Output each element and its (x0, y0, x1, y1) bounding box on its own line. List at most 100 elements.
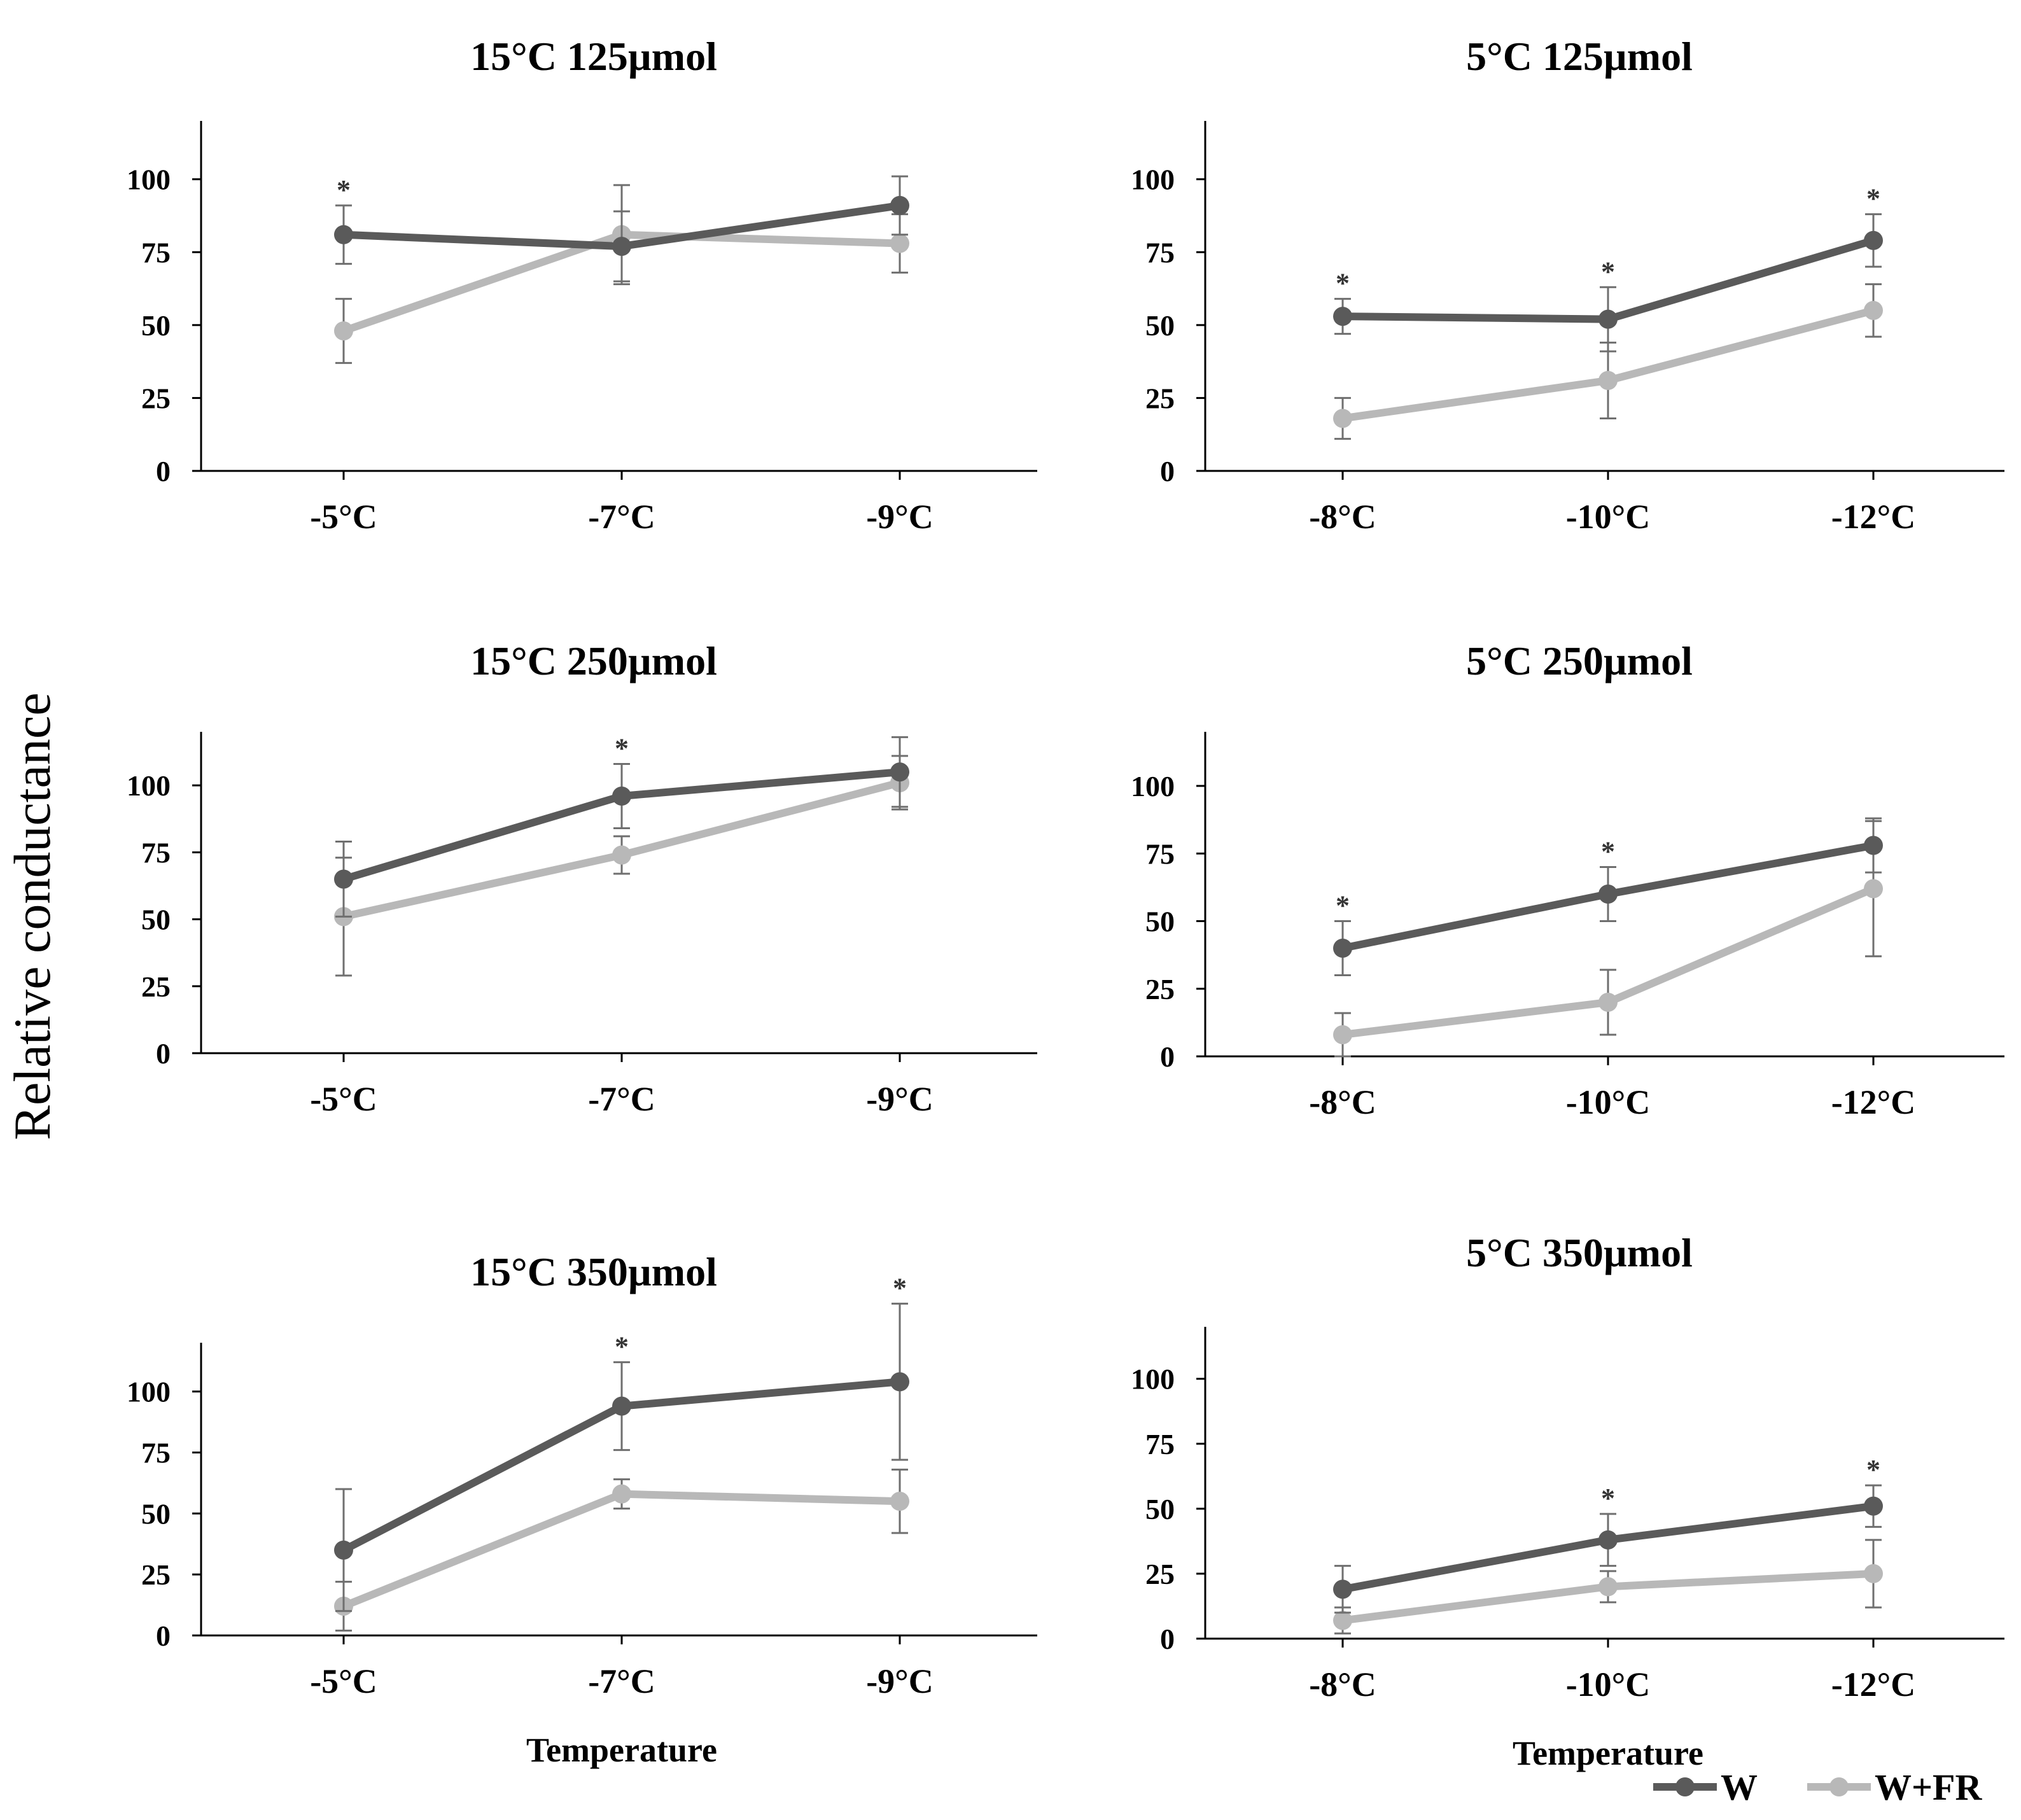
y-tick-label: 50 (141, 1497, 171, 1530)
series-w (1333, 1484, 1883, 1614)
y-tick-label: 25 (141, 1558, 171, 1591)
x-tick-label: -10°C (1566, 498, 1651, 536)
x-tick-label: -7°C (588, 1080, 655, 1118)
significance-star: * (337, 174, 351, 206)
data-point (1598, 370, 1618, 390)
data-point (1598, 309, 1618, 329)
data-point (1864, 1564, 1883, 1583)
data-point (890, 762, 909, 782)
x-axis-label: Temperature (1513, 1734, 1703, 1772)
series-w-fr (1333, 1539, 1883, 1635)
data-point (890, 1372, 909, 1392)
y-tick-label: 0 (1160, 455, 1175, 487)
chart-panel-1: 15°C 125µmol 0 25 50 75 100 -5°C -7°C -9°C * (127, 34, 1037, 536)
x-tick-label: -12°C (1831, 498, 1916, 536)
chart-panel-2: 5°C 125µmol 0 25 50 75 100 -8°C -10°C -12°C * * * (1131, 34, 2004, 536)
x-tick-label: -8°C (1309, 1083, 1376, 1121)
legend-swatch-marker (1829, 1777, 1849, 1796)
x-tick-label: -9°C (866, 1080, 934, 1118)
data-point (1333, 939, 1352, 958)
data-point (1333, 307, 1352, 326)
x-tick-label: -5°C (310, 1662, 377, 1700)
chart-panel-6: 5°C 350µmol 0 25 50 75 100 -8°C -10°C -12°C Tempe… (1131, 1230, 2004, 1772)
y-tick-label: 50 (1145, 309, 1175, 342)
x-tick-label: -5°C (310, 498, 377, 536)
series-w (334, 736, 909, 918)
y-tick-label: 100 (127, 769, 171, 802)
y-tick-label: 25 (141, 382, 171, 414)
data-point (1333, 1025, 1352, 1044)
y-tick-label: 75 (1145, 236, 1175, 269)
data-point (890, 1492, 909, 1511)
legend-label: W (1721, 1767, 1758, 1808)
y-tick-label: 75 (141, 1437, 171, 1469)
chart-title: 15°C 125µmol (470, 34, 717, 79)
data-point (612, 845, 631, 865)
chart-panel-5: 15°C 350µmol 0 25 50 75 100 -5°C -7°C -9°C Temper… (127, 1249, 1037, 1769)
x-tick-label: -5°C (310, 1080, 377, 1118)
y-tick-label: 50 (141, 309, 171, 342)
series-w (334, 1303, 909, 1613)
chart-title: 5°C 125µmol (1466, 34, 1693, 79)
y-tick-label: 0 (156, 455, 171, 487)
y-tick-label: 50 (1145, 1493, 1175, 1525)
data-point (334, 225, 353, 244)
legend-item-w: W (1653, 1767, 1758, 1808)
data-point (612, 237, 631, 256)
y-tick-label: 100 (127, 1376, 171, 1408)
y-tick-label: 75 (1145, 1428, 1175, 1460)
legend: W W+FR (1653, 1767, 1982, 1808)
y-tick-label: 100 (1131, 770, 1175, 802)
significance-star: * (893, 1273, 907, 1304)
y-tick-label: 50 (1145, 906, 1175, 938)
y-tick-label: 0 (156, 1037, 171, 1070)
data-point (1333, 1611, 1352, 1630)
x-axis-label: Temperature (526, 1731, 717, 1769)
data-point (1598, 885, 1618, 904)
x-tick-label: -8°C (1309, 1665, 1376, 1704)
x-tick-label: -9°C (866, 1662, 934, 1700)
panels: 15°C 125µmol 0 25 50 75 100 -5°C -7°C -9°C * 5°C 1… (127, 34, 2004, 1772)
legend-swatch-marker (1675, 1777, 1695, 1796)
data-point (1864, 300, 1883, 320)
y-tick-label: 100 (127, 164, 171, 196)
significance-star: * (615, 1331, 629, 1362)
series-w-fr (1333, 283, 1883, 440)
y-tick-label: 25 (1145, 1558, 1175, 1590)
x-tick-label: -12°C (1831, 1665, 1916, 1704)
data-point (1598, 1530, 1618, 1550)
legend-label: W+FR (1875, 1767, 1982, 1808)
series-w (334, 175, 909, 283)
data-point (1598, 993, 1618, 1012)
data-point (1864, 1496, 1883, 1516)
y-tick-label: 25 (1145, 973, 1175, 1005)
y-tick-label: 25 (141, 970, 171, 1003)
series-w-fr (334, 1468, 909, 1632)
chart-panel-3: 15°C 250µmol 0 25 50 75 100 -5°C -7°C -9°C * (127, 638, 1037, 1118)
data-point (1864, 836, 1883, 855)
data-point (334, 321, 353, 340)
data-point (890, 195, 909, 215)
series-w (1333, 817, 1883, 976)
x-tick-label: -7°C (588, 1662, 655, 1700)
y-tick-label: 0 (1160, 1623, 1175, 1655)
significance-star: * (615, 733, 629, 764)
y-tick-label: 25 (1145, 382, 1175, 414)
x-tick-label: -7°C (588, 498, 655, 536)
y-tick-label: 50 (141, 904, 171, 936)
y-tick-label: 75 (141, 236, 171, 269)
chart-title: 15°C 350µmol (470, 1249, 717, 1294)
y-tick-label: 0 (1160, 1040, 1175, 1073)
chart-title: 5°C 250µmol (1466, 638, 1693, 683)
significance-star: * (1336, 268, 1350, 299)
data-point (612, 787, 631, 806)
significance-star: * (1866, 183, 1880, 214)
data-point (890, 234, 909, 253)
x-tick-label: -8°C (1309, 498, 1376, 536)
significance-star: * (1601, 836, 1615, 867)
data-point (334, 869, 353, 889)
significance-star: * (1601, 1483, 1615, 1514)
x-tick-label: -12°C (1831, 1083, 1916, 1121)
significance-star: * (1601, 256, 1615, 287)
